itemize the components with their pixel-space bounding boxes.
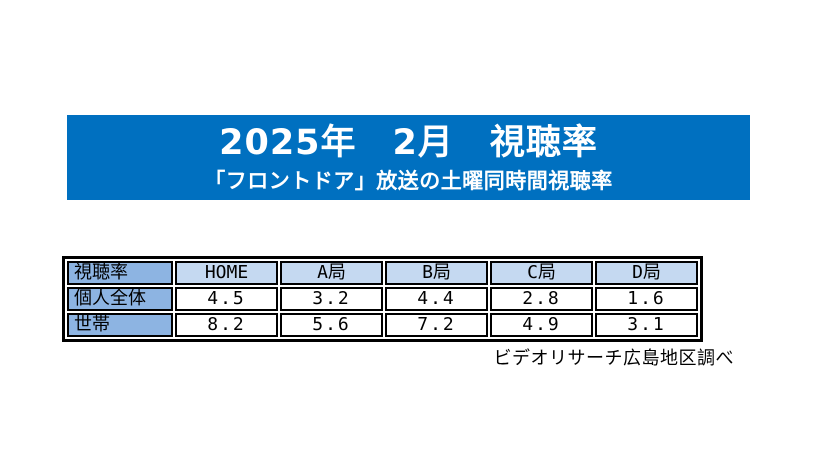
rating-cell: 3.1 xyxy=(595,313,698,337)
row-header-individual-total: 個人全体 xyxy=(67,287,173,311)
page-subtitle: 「フロントドア」放送の土曜同時間視聴率 xyxy=(204,169,613,194)
column-header-station-d: D局 xyxy=(595,261,698,285)
title-banner: 2025年 2月 視聴率 「フロントドア」放送の土曜同時間視聴率 xyxy=(67,115,750,200)
rating-cell: 8.2 xyxy=(175,313,278,337)
table-row-individual: 個人全体 4.5 3.2 4.4 2.8 1.6 xyxy=(67,287,698,311)
rating-cell: 4.9 xyxy=(490,313,593,337)
page-title: 2025年 2月 視聴率 xyxy=(219,123,598,163)
rating-cell: 7.2 xyxy=(385,313,488,337)
column-header-home: HOME xyxy=(175,261,278,285)
ratings-table-container: 視聴率 HOME A局 B局 C局 D局 個人全体 4.5 3.2 4.4 2.… xyxy=(62,256,703,342)
rating-cell: 1.6 xyxy=(595,287,698,311)
rating-cell: 4.4 xyxy=(385,287,488,311)
column-header-station-a: A局 xyxy=(280,261,383,285)
source-note: ビデオリサーチ広島地区調べ xyxy=(493,348,734,369)
rating-cell: 3.2 xyxy=(280,287,383,311)
rating-cell: 2.8 xyxy=(490,287,593,311)
table-corner-header: 視聴率 xyxy=(67,261,173,285)
table-row-household: 世帯 8.2 5.6 7.2 4.9 3.1 xyxy=(67,313,698,337)
table-header-row: 視聴率 HOME A局 B局 C局 D局 xyxy=(67,261,698,285)
column-header-station-b: B局 xyxy=(385,261,488,285)
rating-cell: 5.6 xyxy=(280,313,383,337)
row-header-household: 世帯 xyxy=(67,313,173,337)
column-header-station-c: C局 xyxy=(490,261,593,285)
rating-cell: 4.5 xyxy=(175,287,278,311)
ratings-table: 視聴率 HOME A局 B局 C局 D局 個人全体 4.5 3.2 4.4 2.… xyxy=(62,256,703,342)
